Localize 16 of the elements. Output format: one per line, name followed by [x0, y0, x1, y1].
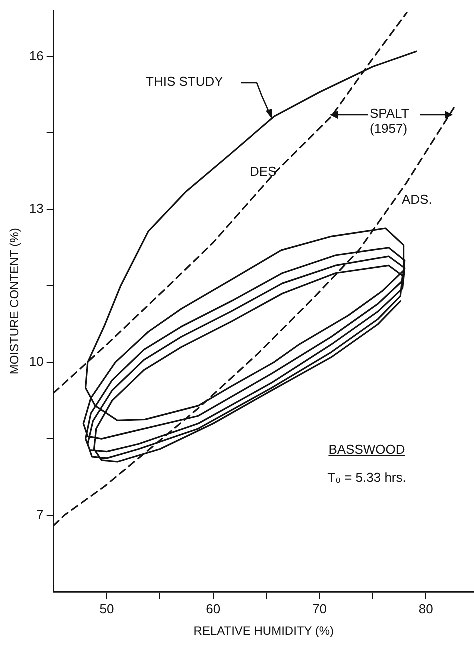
y-tick-label: 10: [29, 354, 44, 370]
y-tick-label: 16: [29, 48, 44, 64]
annotation: DES: [250, 164, 277, 179]
annotation: SPALT (1957): [370, 106, 410, 136]
y-tick-label: 7: [36, 507, 44, 522]
x-tick-label: 50: [100, 601, 114, 616]
annotation: BASSWOOD: [328, 442, 406, 457]
x-tick-label: 60: [206, 601, 221, 616]
annotation: THIS STUDY: [146, 74, 224, 89]
x-axis-title: RELATIVE HUMIDITY (%): [194, 624, 334, 638]
annotation: T₀ = 5.33 hrs.: [326, 470, 408, 485]
y-axis-title: MOISTURE CONTENT (%): [8, 228, 22, 375]
y-tick-label: 13: [29, 201, 44, 216]
annotation: ADS.: [402, 192, 432, 207]
x-tick-label: 70: [312, 601, 328, 616]
x-tick-label: 80: [418, 601, 434, 616]
